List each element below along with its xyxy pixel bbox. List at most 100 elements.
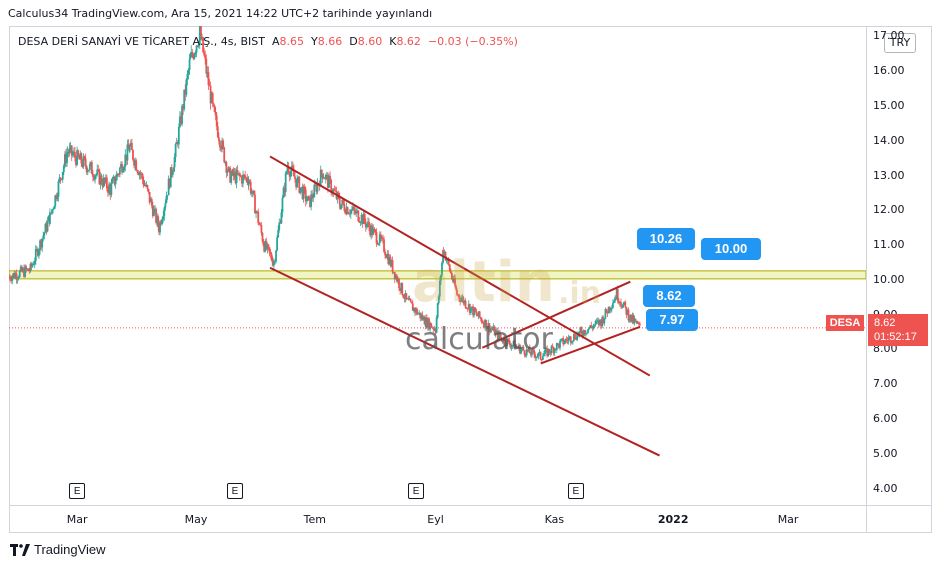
- candle-body: [522, 347, 525, 351]
- candle-body: [425, 317, 428, 328]
- candle-body: [14, 273, 17, 278]
- candle-body: [470, 307, 472, 313]
- candle-body: [53, 206, 56, 210]
- tradingview-logo-icon: [10, 543, 30, 556]
- symbol-name: DESA DERİ SANAYİ VE TİCARET A.Ş., 4s, BI…: [18, 35, 265, 48]
- candle-body: [304, 189, 307, 202]
- candle-body: [575, 338, 577, 340]
- candle-body: [69, 145, 72, 149]
- candle-body: [74, 151, 76, 158]
- candle-body: [180, 116, 182, 124]
- candle-body: [387, 253, 390, 265]
- earnings-marker[interactable]: E: [408, 483, 425, 499]
- candle-body: [388, 256, 391, 265]
- candle-body: [312, 197, 315, 199]
- candle-body: [215, 115, 218, 127]
- callout-8-62[interactable]: 8.62: [643, 285, 695, 307]
- candle-body: [223, 147, 226, 163]
- callout-10-26[interactable]: 10.26: [637, 228, 695, 250]
- candle-body: [86, 170, 89, 173]
- candle-body: [393, 272, 396, 279]
- currency-button[interactable]: TRY: [884, 33, 916, 53]
- candle-body: [241, 176, 243, 184]
- candle-body: [93, 176, 95, 180]
- candle-body: [227, 167, 230, 172]
- candle-body: [453, 278, 455, 282]
- candle-body: [201, 37, 203, 40]
- candle-body: [627, 309, 630, 321]
- candle-body: [398, 279, 400, 289]
- candle-body: [594, 321, 597, 325]
- candle-body: [456, 290, 458, 295]
- candle-body: [120, 163, 122, 168]
- candle-body: [220, 147, 222, 150]
- candle-body: [495, 330, 498, 332]
- candle-body: [321, 174, 324, 179]
- candle-body: [81, 163, 84, 167]
- candle-body: [529, 353, 532, 356]
- callout-7-97[interactable]: 7.97: [646, 309, 698, 331]
- candle-body: [238, 173, 241, 177]
- candle-body: [386, 253, 389, 258]
- candle-body: [115, 173, 118, 181]
- plot-area[interactable]: altin .in calculator: [9, 26, 866, 506]
- candle-body: [275, 250, 277, 262]
- earnings-marker[interactable]: E: [226, 483, 243, 499]
- candle-body: [250, 193, 253, 194]
- candle-body: [162, 215, 165, 220]
- candle-body: [65, 154, 67, 163]
- candle-body: [478, 311, 481, 318]
- candle-body: [111, 179, 114, 184]
- candle-body: [423, 317, 426, 325]
- candle-body: [550, 346, 553, 354]
- candle-body: [463, 300, 466, 304]
- watermark-tld: .in: [558, 276, 602, 311]
- earnings-marker[interactable]: E: [567, 483, 584, 499]
- candle-body: [23, 268, 25, 277]
- candle-body: [33, 260, 36, 265]
- candle-body: [62, 165, 65, 172]
- candle-body: [361, 214, 364, 224]
- candle-body: [174, 143, 177, 158]
- candle-body: [63, 154, 66, 166]
- candle-body: [165, 195, 168, 203]
- candle-body: [206, 72, 209, 74]
- candle-body: [297, 177, 300, 179]
- candle-body: [245, 177, 248, 179]
- candle-body: [169, 167, 172, 188]
- candle-body: [255, 211, 257, 214]
- candle-body: [449, 270, 452, 274]
- candle-body: [248, 180, 251, 182]
- candle-body: [89, 162, 92, 165]
- candle-body: [432, 327, 435, 330]
- earnings-marker[interactable]: E: [69, 483, 86, 499]
- candle-body: [363, 213, 366, 222]
- candle-body: [479, 317, 482, 319]
- candle-body: [230, 174, 233, 183]
- candle-body: [193, 53, 196, 59]
- candle-body: [100, 175, 103, 184]
- callout-10-00[interactable]: 10.00: [701, 238, 761, 260]
- price-chart[interactable]: [9, 26, 866, 506]
- candle-body: [109, 187, 112, 195]
- candle-body: [254, 194, 256, 214]
- candle-body: [437, 296, 440, 304]
- candle-body: [17, 277, 20, 279]
- candle-body: [78, 156, 81, 160]
- candle-body: [588, 328, 591, 330]
- candle-body: [96, 169, 99, 175]
- candle-body: [585, 333, 587, 335]
- candle-body: [579, 327, 582, 332]
- candle-body: [274, 261, 276, 263]
- candle-body: [353, 206, 355, 211]
- candle-body: [483, 322, 485, 328]
- candle-body: [400, 282, 403, 291]
- candle-body: [192, 55, 195, 59]
- candle-body: [578, 331, 581, 336]
- candle-body: [634, 319, 637, 321]
- candle-body: [362, 213, 365, 224]
- candle-body: [378, 234, 381, 244]
- candle-body: [559, 341, 561, 348]
- candle-body: [195, 45, 198, 53]
- candle-body: [430, 323, 433, 328]
